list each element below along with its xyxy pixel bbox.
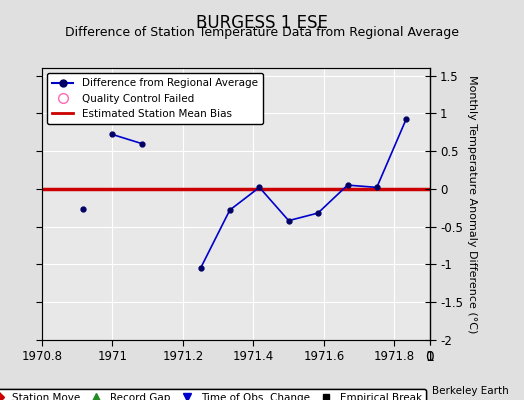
Text: Berkeley Earth: Berkeley Earth xyxy=(432,386,508,396)
Text: Difference of Station Temperature Data from Regional Average: Difference of Station Temperature Data f… xyxy=(65,26,459,39)
Text: BURGESS 1 ESE: BURGESS 1 ESE xyxy=(196,14,328,32)
Y-axis label: Monthly Temperature Anomaly Difference (°C): Monthly Temperature Anomaly Difference (… xyxy=(467,75,477,333)
Legend: Station Move, Record Gap, Time of Obs. Change, Empirical Break: Station Move, Record Gap, Time of Obs. C… xyxy=(0,389,426,400)
